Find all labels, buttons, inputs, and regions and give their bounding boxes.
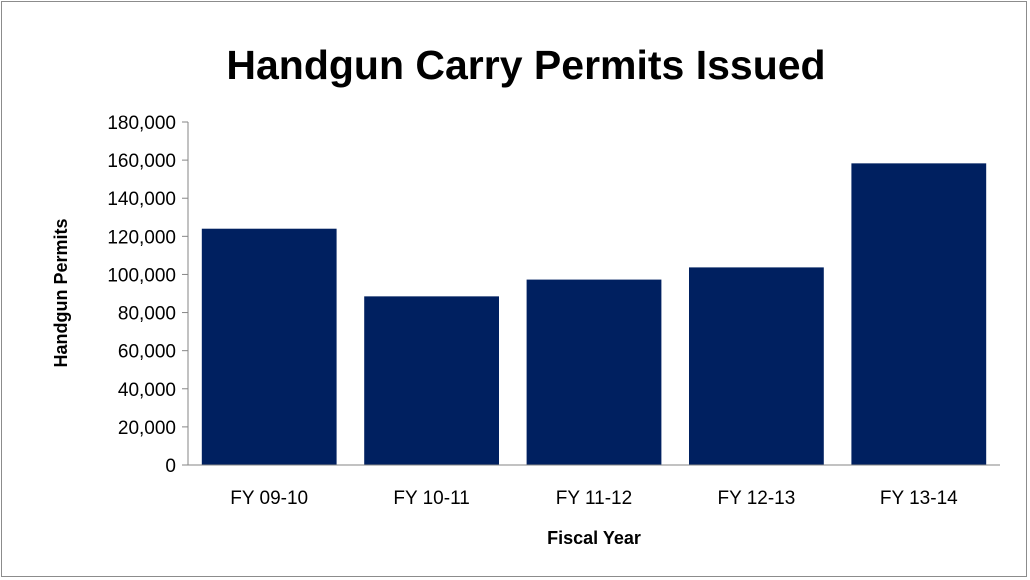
x-tick-label: FY 09-10 <box>230 488 308 509</box>
bars-group <box>201 163 987 465</box>
y-tick-label: 100,000 <box>107 265 176 286</box>
y-tick-label: 160,000 <box>107 151 176 172</box>
x-tick-label: FY 12-13 <box>717 488 795 509</box>
bar <box>689 267 824 465</box>
y-tick-label: 60,000 <box>118 342 176 363</box>
y-tick-label: 180,000 <box>107 113 176 134</box>
y-tick-label: 40,000 <box>118 380 176 401</box>
bar <box>201 228 337 465</box>
y-tick-label: 120,000 <box>107 227 176 248</box>
x-tick-label: FY 13-14 <box>880 488 958 509</box>
y-axis-ticks: 0 20,000 40,000 60,000 80,000 100,000 120,000 1… <box>107 113 188 477</box>
x-tick-label: FY 11-12 <box>556 488 632 509</box>
y-tick-label: 0 <box>165 456 176 477</box>
x-axis-label: Fiscal Year <box>547 528 641 548</box>
y-tick-label: 80,000 <box>118 304 176 325</box>
bar <box>851 163 987 465</box>
y-axis-label: Handgun Permits <box>51 218 71 367</box>
x-axis-ticks: FY 09-10 FY 10-11 FY 11-12 FY 12-13 FY 13-14 <box>230 488 958 509</box>
bar <box>364 296 499 465</box>
bar <box>526 279 662 465</box>
y-tick-label: 140,000 <box>107 189 176 210</box>
x-tick-label: FY 10-11 <box>393 488 469 509</box>
chart-title: Handgun Carry Permits Issued <box>226 42 825 88</box>
y-tick-label: 20,000 <box>118 418 176 439</box>
